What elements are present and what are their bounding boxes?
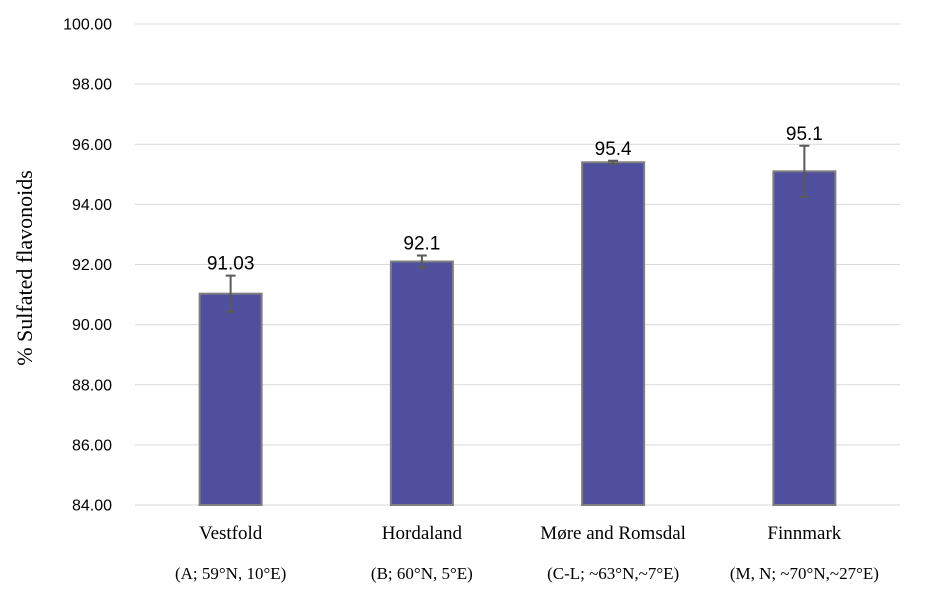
x-tick-label: Hordaland [382, 523, 463, 544]
error-bar [799, 144, 810, 198]
data-label: 95.4 [595, 139, 632, 160]
x-tick-label: Møre and Romsdal [540, 523, 686, 544]
x-tick-sublabel: (M, N; ~70°N,~27°E) [730, 564, 879, 583]
x-tick-sublabel: (A; 59°N, 10°E) [175, 564, 286, 583]
error-bar [416, 254, 427, 269]
category-labels: Vestfold (A; 59°N, 10°E) Hordaland (B; 60°N… [175, 523, 879, 583]
error-bars [225, 144, 810, 313]
x-tick-label: Finnmark [767, 523, 841, 544]
y-tick-label: 96.00 [72, 137, 112, 154]
data-label: 95.1 [786, 124, 823, 145]
bars [198, 161, 837, 506]
y-tick-label: 100.00 [63, 17, 112, 34]
y-tick-label: 86.00 [72, 437, 112, 454]
x-tick-label: Vestfold [199, 523, 263, 544]
y-tick-label: 98.00 [72, 77, 112, 94]
data-labels: 91.03 92.1 95.4 95.1 [207, 124, 823, 275]
y-axis-tick-labels: 84.00 86.00 88.00 90.00 92.00 94.00 96.00 98.00… [63, 17, 112, 515]
bar [389, 260, 454, 506]
y-axis-label: % Sulfated flavonoids [12, 170, 37, 366]
x-tick-sublabel: (B; 60°N, 5°E) [371, 564, 473, 583]
data-label: 91.03 [207, 254, 255, 275]
y-tick-label: 94.00 [72, 197, 112, 214]
y-tick-label: 88.00 [72, 377, 112, 394]
error-bar [225, 274, 236, 313]
y-tick-label: 90.00 [72, 317, 112, 334]
bar [772, 170, 837, 506]
data-label: 92.1 [403, 233, 440, 254]
bar [198, 292, 263, 506]
y-tick-label: 84.00 [72, 498, 112, 515]
y-tick-label: 92.00 [72, 257, 112, 274]
bar [581, 161, 646, 506]
x-tick-sublabel: (C-L; ~63°N,~7°E) [547, 564, 679, 583]
error-bar [608, 159, 619, 165]
